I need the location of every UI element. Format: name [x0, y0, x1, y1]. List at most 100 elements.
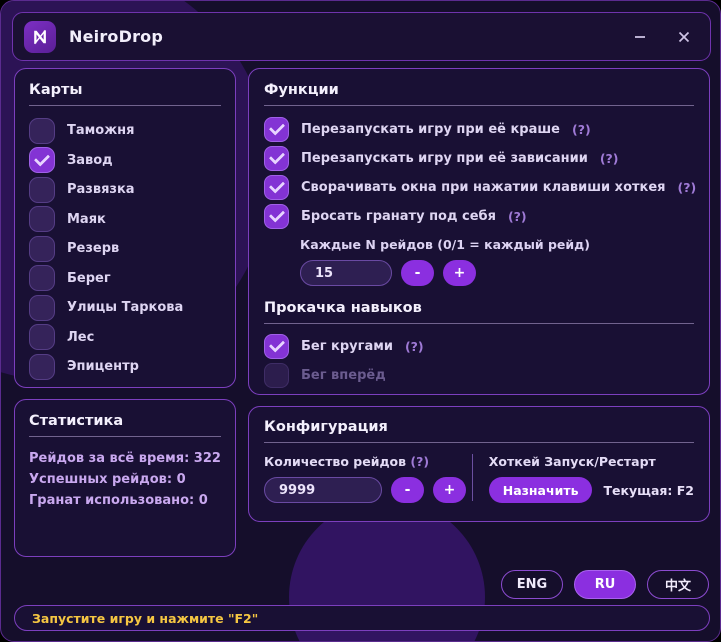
- every-n-raids-stepper: 15 - +: [300, 260, 694, 286]
- map-item-3-row[interactable]: Маяк: [29, 205, 221, 235]
- statistic-line-1: Успешных рейдов: 0: [29, 472, 186, 487]
- functions-list: Перезапускать игру при её краше (?) Переза…: [264, 115, 697, 231]
- skills-list: Бег кругами (?) Бег вперёд: [264, 332, 694, 390]
- skills-section-header: Прокачка навыков: [264, 300, 694, 324]
- skills-section-title: Прокачка навыков: [264, 300, 422, 316]
- skill-item-0-help-icon[interactable]: (?): [404, 339, 424, 354]
- functions-panel-divider: [264, 105, 694, 106]
- function-item-1-label: Перезапускать игру при её зависании: [301, 151, 588, 166]
- function-item-2-row[interactable]: Сворачивать окна при нажатии клавиши хот…: [264, 173, 697, 202]
- configuration-vertical-divider: [471, 454, 473, 501]
- map-item-7-label: Лес: [67, 329, 95, 345]
- raids-count-help-icon[interactable]: (?): [410, 454, 430, 469]
- maps-list: Таможня Завод Развязка Маяк Резерв Берег Улицы…: [29, 116, 221, 382]
- map-item-2-checkbox[interactable]: [29, 176, 55, 203]
- function-item-3-help-icon[interactable]: (?): [507, 209, 527, 224]
- every-n-raids-input[interactable]: 15: [300, 260, 392, 286]
- neirodrop-logo-icon: [24, 20, 56, 53]
- skill-item-0-row[interactable]: Бег кругами (?): [264, 332, 694, 361]
- every-n-raids-decrement-button[interactable]: -: [401, 260, 434, 286]
- raids-count-label: Количество рейдов (?): [264, 454, 472, 469]
- functions-panel: Функции Перезапускать игру при её краше (…: [248, 68, 710, 395]
- statistics-panel-divider: [29, 436, 221, 437]
- map-item-2-label: Развязка: [67, 182, 135, 198]
- app-title: NeiroDrop: [69, 27, 164, 46]
- map-item-8-label: Эпицентр: [67, 359, 139, 375]
- function-item-1-help-icon[interactable]: (?): [599, 151, 619, 166]
- map-item-6-checkbox[interactable]: [29, 294, 55, 321]
- skill-item-0-label: Бег кругами: [301, 339, 393, 354]
- functions-panel-title: Функции: [264, 82, 339, 98]
- hotkey-group: Хоткей Запуск/Рестарт Назначить Текущая:…: [488, 454, 694, 503]
- map-item-6-label: Улицы Таркова: [67, 300, 184, 316]
- title-bar: NeiroDrop: [12, 12, 711, 61]
- function-item-2-help-icon[interactable]: (?): [677, 180, 697, 195]
- map-item-7-row[interactable]: Лес: [29, 323, 221, 353]
- map-item-6-row[interactable]: Улицы Таркова: [29, 293, 221, 323]
- maps-panel: Карты Таможня Завод Развязка Маяк Резерв Бере…: [14, 68, 236, 388]
- map-item-4-row[interactable]: Резерв: [29, 234, 221, 264]
- statistics-panel-title: Статистика: [29, 413, 124, 429]
- function-item-1-row[interactable]: Перезапускать игру при её зависании (?): [264, 144, 694, 173]
- function-item-0-help-icon[interactable]: (?): [572, 122, 591, 137]
- map-item-0-label: Таможня: [67, 123, 135, 139]
- map-item-1-row[interactable]: Завод: [29, 146, 221, 176]
- raids-count-decrement-button[interactable]: -: [391, 477, 424, 503]
- function-item-0-row[interactable]: Перезапускать игру при её краше (?): [264, 115, 694, 144]
- map-item-5-checkbox[interactable]: [29, 265, 55, 292]
- function-item-3-label: Бросать гранату под себя: [301, 209, 496, 224]
- function-item-0-checkbox[interactable]: [264, 117, 289, 142]
- function-item-3-row[interactable]: Бросать гранату под себя (?): [264, 202, 694, 231]
- map-item-4-label: Резерв: [67, 241, 120, 257]
- every-n-raids-increment-button[interactable]: +: [443, 260, 476, 286]
- language-button-中文[interactable]: 中文: [647, 570, 709, 599]
- map-item-5-label: Берег: [67, 270, 111, 286]
- skills-section-divider: [264, 323, 694, 324]
- configuration-panel: Конфигурация Количество рейдов (?) 9999 …: [248, 406, 710, 522]
- statistics-list: Рейдов за всё время: 322 Успешных рейдов:…: [29, 448, 221, 511]
- close-icon[interactable]: [668, 22, 700, 52]
- map-item-5-row[interactable]: Берег: [29, 264, 221, 294]
- statistic-line-2: Гранат использовано: 0: [29, 493, 208, 508]
- map-item-8-row[interactable]: Эпицентр: [29, 352, 221, 382]
- hotkey-assign-row: Назначить Текущая: F2: [488, 477, 694, 503]
- minimize-icon[interactable]: [624, 22, 656, 52]
- language-button-ru[interactable]: RU: [574, 570, 636, 599]
- assign-hotkey-button[interactable]: Назначить: [488, 477, 593, 503]
- statistics-panel: Статистика Рейдов за всё время: 322 Успеш…: [14, 399, 236, 557]
- map-item-3-checkbox[interactable]: [29, 206, 55, 233]
- map-item-1-label: Завод: [67, 152, 113, 168]
- window-controls: [624, 22, 700, 52]
- language-button-eng[interactable]: ENG: [501, 570, 563, 599]
- map-item-1-checkbox[interactable]: [29, 147, 55, 174]
- function-item-0-label: Перезапускать игру при её краше: [301, 122, 560, 137]
- status-bar-text: Запустите игру и нажмите "F2": [32, 610, 259, 626]
- skill-item-1-row[interactable]: Бег вперёд: [264, 361, 694, 390]
- map-item-0-row[interactable]: Таможня: [29, 116, 221, 146]
- skill-item-1-label: Бег вперёд: [301, 368, 386, 383]
- raids-count-input[interactable]: 9999: [264, 477, 382, 503]
- map-item-7-checkbox[interactable]: [29, 324, 55, 351]
- hotkey-label: Хоткей Запуск/Рестарт: [488, 454, 656, 469]
- maps-panel-title: Карты: [29, 82, 83, 98]
- map-item-4-checkbox[interactable]: [29, 235, 55, 262]
- map-item-0-checkbox[interactable]: [29, 117, 55, 144]
- configuration-panel-title: Конфигурация: [264, 419, 388, 435]
- statistic-line-0: Рейдов за всё время: 322: [29, 451, 221, 466]
- configuration-panel-divider: [264, 442, 694, 443]
- raids-count-group: Количество рейдов (?) 9999 - +: [264, 454, 472, 503]
- function-item-3-checkbox[interactable]: [264, 204, 289, 229]
- map-item-8-checkbox[interactable]: [29, 353, 55, 380]
- map-item-3-label: Маяк: [67, 211, 106, 227]
- function-item-1-checkbox[interactable]: [264, 146, 289, 171]
- current-hotkey-value: Текущая: F2: [603, 482, 694, 498]
- map-item-2-row[interactable]: Развязка: [29, 175, 221, 205]
- function-item-2-checkbox[interactable]: [264, 175, 289, 200]
- status-bar: Запустите игру и нажмите "F2": [14, 605, 710, 631]
- every-n-raids-label: Каждые N рейдов (0/1 = каждый рейд): [300, 237, 590, 252]
- raids-count-stepper: 9999 - +: [264, 477, 472, 503]
- skill-item-0-checkbox[interactable]: [264, 334, 289, 359]
- every-n-raids-group: Каждые N рейдов (0/1 = каждый рейд) 15 -…: [300, 237, 694, 286]
- raids-count-increment-button[interactable]: +: [433, 477, 466, 503]
